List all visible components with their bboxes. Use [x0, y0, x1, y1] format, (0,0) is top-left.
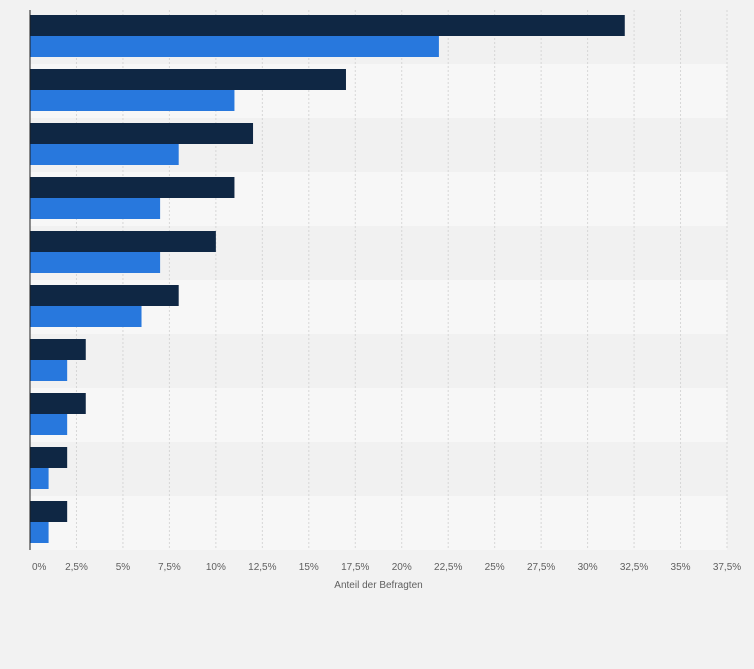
x-tick-label: 0%: [32, 562, 47, 573]
x-tick-label: 30%: [578, 562, 598, 573]
bar-series-1: [30, 285, 179, 306]
category-band: [30, 496, 727, 550]
x-tick-label: 22,5%: [434, 562, 462, 573]
x-tick-label: 15%: [299, 562, 319, 573]
bars: [30, 15, 625, 543]
category-band: [30, 442, 727, 496]
bar-series-2: [30, 36, 439, 57]
x-tick-label: 7,5%: [158, 562, 181, 573]
bar-series-1: [30, 15, 625, 36]
bar-series-2: [30, 306, 142, 327]
bar-series-2: [30, 198, 161, 219]
x-tick-label: 10%: [206, 562, 226, 573]
bar-series-1: [30, 177, 235, 198]
x-tick-labels: 0% 2,5% 5% 7,5% 10% 12,5% 15% 17,5% 20% 22,5% 25% 2…: [32, 562, 741, 573]
bar-series-2: [30, 90, 235, 111]
bar-series-1: [30, 231, 216, 252]
x-tick-label: 20%: [392, 562, 412, 573]
category-band: [30, 388, 727, 442]
bar-series-2: [30, 252, 161, 273]
x-tick-label: 5%: [116, 562, 131, 573]
x-tick-label: 25%: [485, 562, 505, 573]
bar-series-1: [30, 501, 68, 522]
bar-series-2: [30, 360, 68, 381]
bar-series-2: [30, 522, 49, 543]
bar-series-1: [30, 447, 68, 468]
bar-series-2: [30, 468, 49, 489]
x-tick-label: 27,5%: [527, 562, 555, 573]
bar-series-1: [30, 393, 86, 414]
x-tick-label: 17,5%: [341, 562, 369, 573]
x-axis-title: Anteil der Befragten: [334, 580, 422, 591]
x-tick-label: 37,5%: [713, 562, 741, 573]
x-tick-label: 12,5%: [248, 562, 276, 573]
x-tick-label: 32,5%: [620, 562, 648, 573]
bar-series-1: [30, 69, 346, 90]
bar-series-2: [30, 144, 179, 165]
x-tick-label: 2,5%: [65, 562, 88, 573]
bar-series-1: [30, 123, 254, 144]
bar-series-2: [30, 414, 68, 435]
category-band: [30, 334, 727, 388]
x-tick-label: 35%: [671, 562, 691, 573]
bar-series-1: [30, 339, 86, 360]
